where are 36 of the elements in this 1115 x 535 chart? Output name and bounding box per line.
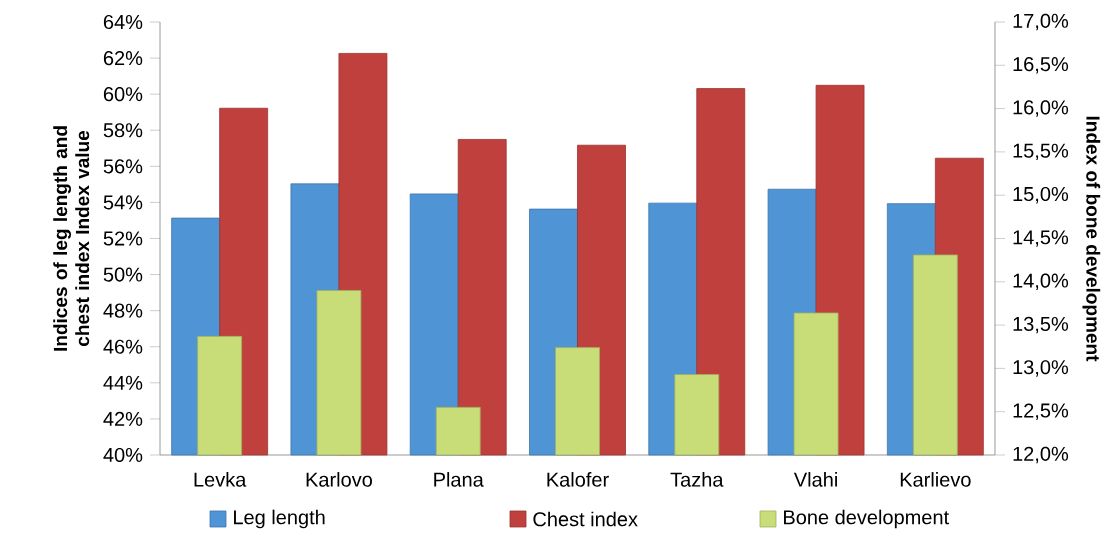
y-tick-label: 42% [103, 411, 143, 426]
y2-tick-label: 12,5% [1013, 403, 1069, 420]
y2-tick-label: 16,5% [1013, 57, 1069, 74]
x-tick-label: Vlahi [793, 472, 837, 487]
y-axis-title: Indices of leg length and chest index Index value [53, 126, 90, 351]
y-tick-label: 54% [103, 195, 143, 210]
y2-tick-label: 13,5% [1013, 316, 1069, 334]
x-tick-label: Tazha [670, 472, 724, 487]
y-tick-label: 58% [103, 123, 143, 138]
y-tick-label: 56% [103, 159, 143, 174]
y2-axis-title: Index of bone development [1082, 116, 1101, 362]
y2-tick-label: 15,0% [1013, 186, 1069, 204]
y-tick-label: 64% [103, 14, 143, 30]
y-tick-label: 40% [103, 447, 143, 463]
x-tick-label: Karlovo [306, 472, 372, 487]
y2-tick-label: 14,0% [1013, 273, 1069, 291]
x-tick-label: Karlievo [900, 472, 971, 487]
y-tick-label: 44% [103, 375, 143, 390]
y-tick-label: 62% [103, 51, 143, 66]
y-tick-label: 46% [103, 339, 143, 354]
y2-tick-label: 17,0% [1013, 13, 1069, 31]
x-tick-label: Plana [434, 472, 484, 487]
y-tick-label: 50% [103, 267, 143, 282]
legend-label: Bone development [784, 509, 949, 529]
y-tick-label: 52% [103, 231, 143, 246]
y2-tick-label: 12,0% [1013, 446, 1069, 464]
legend-label: Leg length [234, 509, 325, 529]
y-tick-label: 60% [103, 87, 143, 102]
x-tick-label: Levka [194, 472, 247, 487]
y2-tick-label: 13,0% [1013, 360, 1069, 377]
y-tick-label: 48% [103, 303, 143, 318]
y2-tick-label: 16,0% [1013, 100, 1069, 117]
x-tick-label: Kalofer [547, 472, 609, 487]
legend-label: Chest index [533, 511, 638, 527]
y2-tick-label: 15,5% [1013, 143, 1069, 161]
y2-tick-label: 14,5% [1013, 230, 1069, 247]
